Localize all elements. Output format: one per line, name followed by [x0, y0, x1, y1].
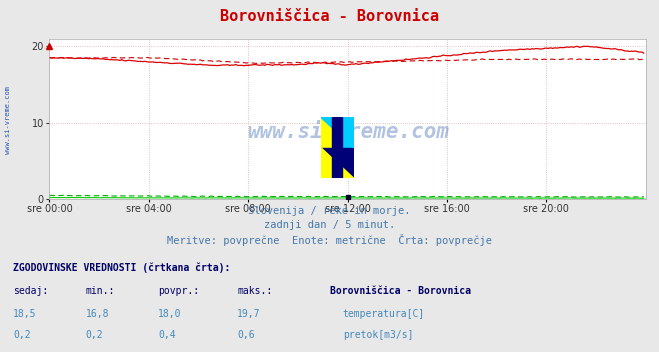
- Text: 18,5: 18,5: [13, 309, 37, 319]
- Polygon shape: [321, 147, 354, 178]
- Text: 0,4: 0,4: [158, 330, 176, 340]
- Text: zadnji dan / 5 minut.: zadnji dan / 5 minut.: [264, 220, 395, 230]
- Text: pretok[m3/s]: pretok[m3/s]: [343, 330, 413, 340]
- Bar: [321, 147, 354, 178]
- Polygon shape: [321, 117, 354, 147]
- Text: 16,8: 16,8: [86, 309, 109, 319]
- Bar: [337, 117, 354, 147]
- Text: maks.:: maks.:: [237, 286, 272, 296]
- Text: www.si-vreme.com: www.si-vreme.com: [246, 121, 449, 142]
- Text: Meritve: povprečne  Enote: metrične  Črta: povprečje: Meritve: povprečne Enote: metrične Črta:…: [167, 234, 492, 246]
- Text: 19,7: 19,7: [237, 309, 261, 319]
- Text: 0,2: 0,2: [13, 330, 31, 340]
- Text: Slovenija / reke in morje.: Slovenija / reke in morje.: [248, 206, 411, 216]
- Polygon shape: [332, 117, 342, 178]
- Text: Borovniščica - Borovnica: Borovniščica - Borovnica: [220, 9, 439, 24]
- Text: temperatura[C]: temperatura[C]: [343, 309, 425, 319]
- Bar: [321, 117, 337, 147]
- Text: 0,6: 0,6: [237, 330, 255, 340]
- Text: Borovniščica - Borovnica: Borovniščica - Borovnica: [330, 286, 471, 296]
- Text: sedaj:: sedaj:: [13, 286, 48, 296]
- Text: www.si-vreme.com: www.si-vreme.com: [5, 86, 11, 154]
- Text: ZGODOVINSKE VREDNOSTI (črtkana črta):: ZGODOVINSKE VREDNOSTI (črtkana črta):: [13, 262, 231, 273]
- Text: 18,0: 18,0: [158, 309, 182, 319]
- Text: 0,2: 0,2: [86, 330, 103, 340]
- Text: povpr.:: povpr.:: [158, 286, 199, 296]
- Text: min.:: min.:: [86, 286, 115, 296]
